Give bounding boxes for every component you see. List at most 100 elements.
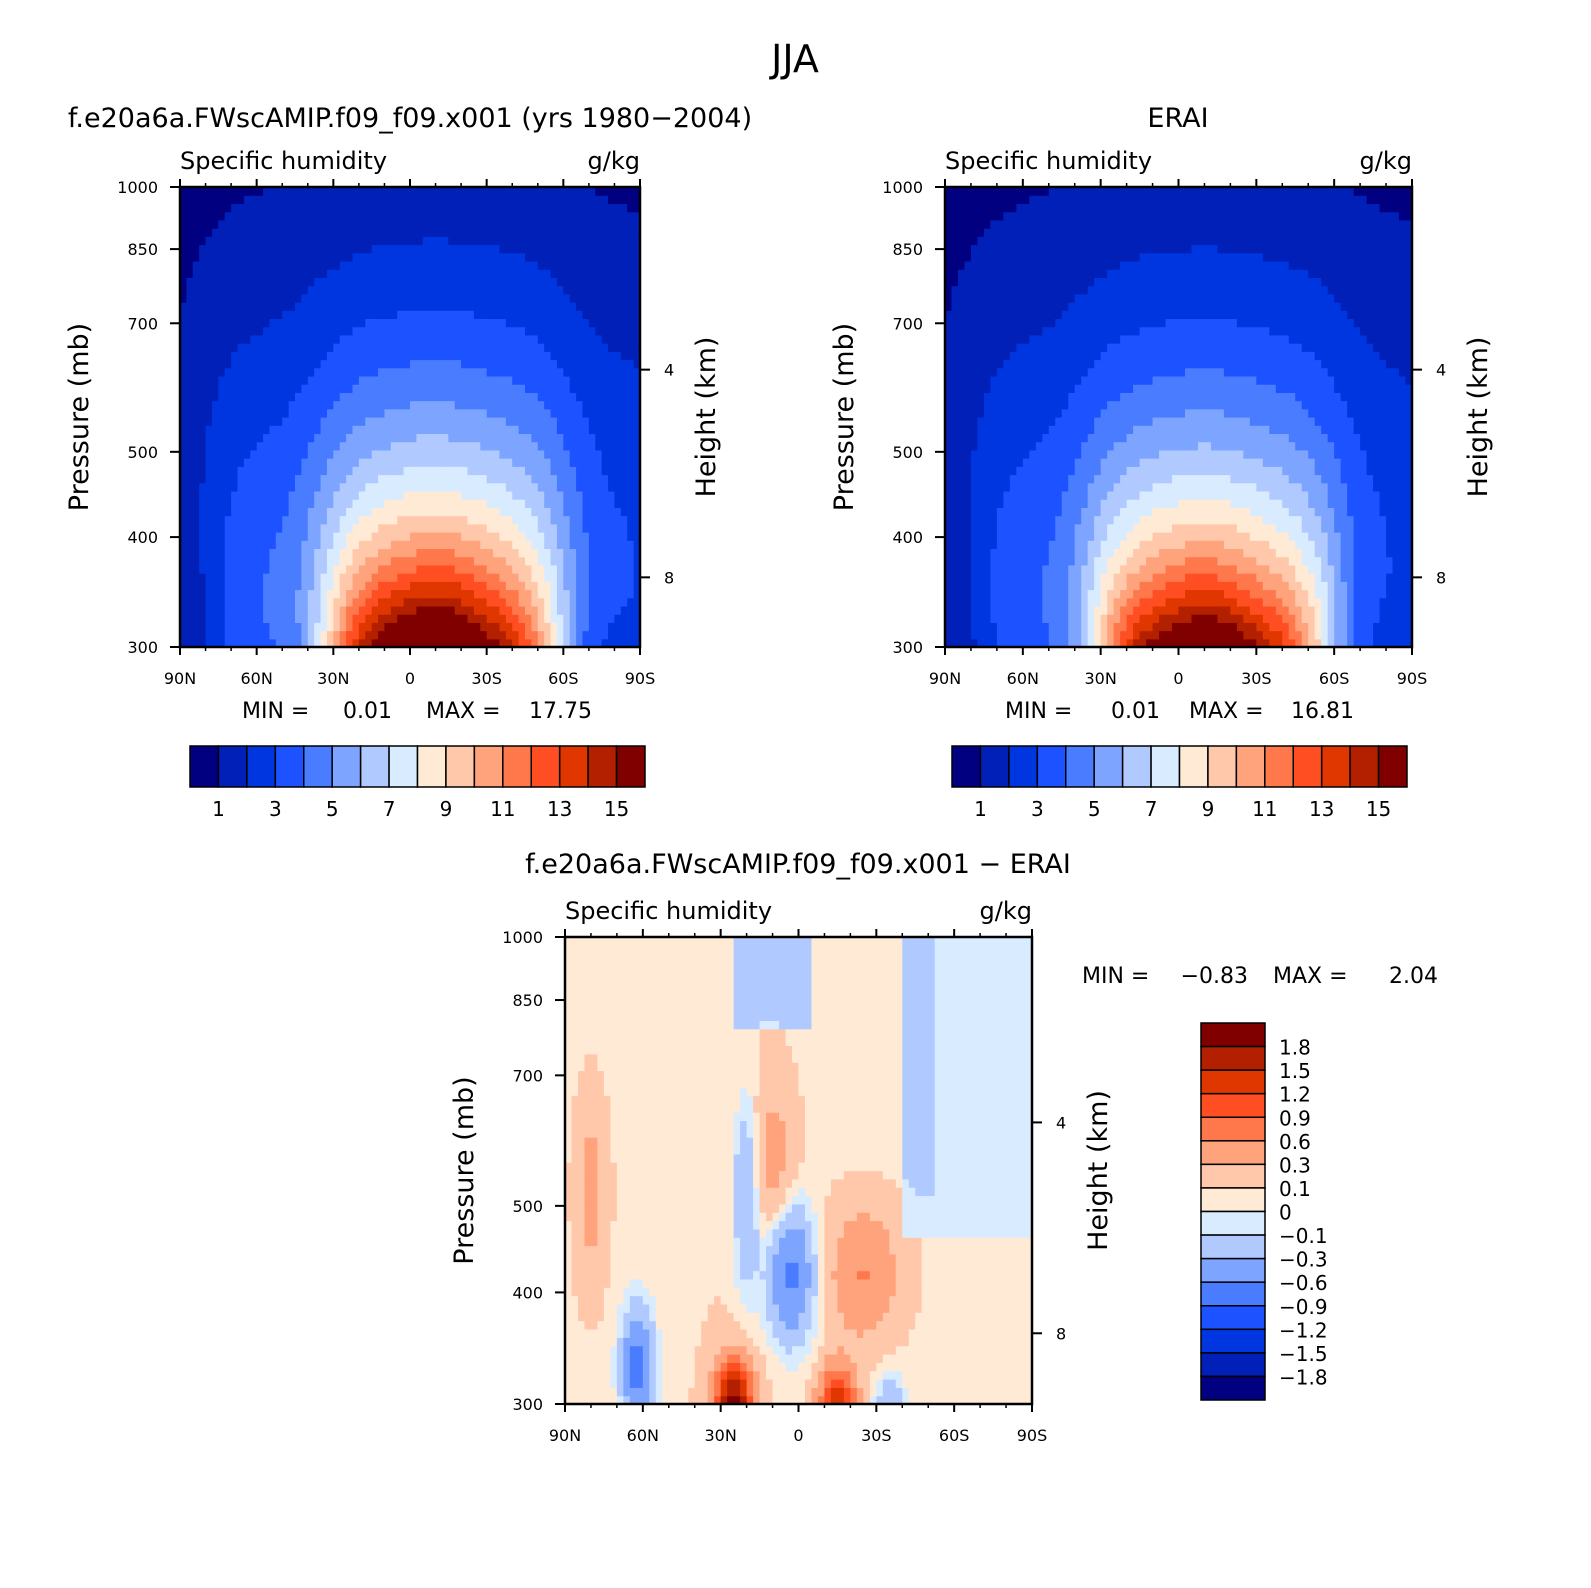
field-cell [1029, 622, 1037, 632]
field-cell [537, 523, 545, 533]
field-cell [256, 548, 264, 558]
field-cell [964, 211, 972, 221]
min-label: MIN = [242, 699, 309, 724]
field-cell [320, 408, 328, 418]
field-cell [550, 334, 558, 344]
field-cell [531, 359, 539, 369]
field-cell [996, 318, 1004, 328]
field-cell [977, 573, 985, 582]
field-cell [180, 564, 187, 574]
field-cell [473, 630, 481, 640]
field-cell [964, 417, 972, 426]
field-cell [480, 540, 488, 550]
field-cell [192, 326, 200, 336]
field-cell [454, 343, 462, 352]
field-cell [1009, 614, 1017, 623]
field-cell [199, 375, 207, 385]
field-cell [237, 269, 245, 278]
field-cell [250, 490, 258, 500]
field-cell [493, 236, 501, 246]
field-cell [256, 515, 264, 525]
field-cell [493, 269, 501, 278]
field-cell [1009, 605, 1017, 615]
field-cell [211, 523, 219, 533]
field-cell [435, 540, 443, 550]
field-cell [576, 318, 584, 328]
field-cell [326, 326, 334, 336]
field-cell [365, 252, 373, 262]
field-cell [186, 564, 194, 574]
field-cell [556, 515, 564, 525]
field-cell [633, 277, 641, 287]
field-cell [454, 532, 462, 541]
field-cell [525, 260, 532, 270]
field-cell [352, 228, 360, 237]
field-cell [996, 441, 1004, 451]
field-cell [1035, 334, 1043, 344]
field-cell [288, 507, 296, 517]
field-cell [951, 433, 959, 443]
field-cell [186, 236, 194, 246]
field-cell [614, 310, 622, 320]
field-cell [397, 260, 405, 270]
field-cell [211, 400, 219, 410]
field-cell [531, 564, 539, 574]
field-cell [339, 408, 347, 418]
field-cell [333, 408, 341, 418]
field-cell [282, 622, 290, 632]
field-cell [314, 622, 322, 632]
field-cell [1009, 417, 1017, 426]
field-cell [282, 597, 290, 607]
field-cell [224, 425, 232, 435]
field-cell [990, 638, 998, 648]
field-cell [461, 622, 469, 632]
field-cell [951, 269, 959, 278]
field-cell [435, 614, 443, 623]
field-cell [990, 326, 998, 336]
field-cell [480, 515, 488, 525]
field-cell [295, 597, 302, 607]
field-cell [544, 375, 552, 385]
field-cell [256, 277, 264, 287]
field-cell [983, 564, 992, 574]
field-cell [569, 187, 577, 196]
field-cell [410, 351, 417, 361]
field-cell [601, 589, 609, 599]
field-cell [1035, 195, 1043, 205]
field-cell [525, 252, 532, 262]
field-cell [1016, 203, 1024, 213]
field-cell [1035, 441, 1043, 451]
field-cell [990, 351, 998, 361]
field-cell [531, 523, 539, 533]
field-cell [1003, 326, 1011, 336]
field-cell [326, 228, 334, 237]
field-cell [307, 532, 315, 541]
field-cell [1009, 285, 1017, 295]
field-cell [301, 630, 309, 640]
field-cell [307, 474, 315, 484]
field-cell [180, 351, 187, 361]
field-cell [461, 384, 469, 393]
field-cell [429, 392, 437, 402]
field-cell [983, 622, 992, 632]
field-cell [326, 367, 334, 377]
field-cell [390, 187, 398, 196]
field-cell [448, 400, 456, 410]
field-cell [390, 449, 398, 459]
field-cell [493, 310, 501, 320]
field-cell [186, 458, 194, 467]
field-cell [480, 260, 488, 270]
field-cell [307, 523, 315, 533]
field-cell [480, 458, 488, 467]
field-cell [576, 548, 584, 558]
field-cell [275, 515, 283, 525]
field-cell [512, 400, 520, 410]
field-cell [403, 433, 411, 443]
field-cell [250, 228, 258, 237]
field-cell [983, 605, 992, 615]
field-cell [576, 384, 584, 393]
field-cell [314, 375, 322, 385]
field-cell [384, 441, 392, 451]
field-cell [627, 277, 635, 287]
field-cell [945, 285, 953, 295]
